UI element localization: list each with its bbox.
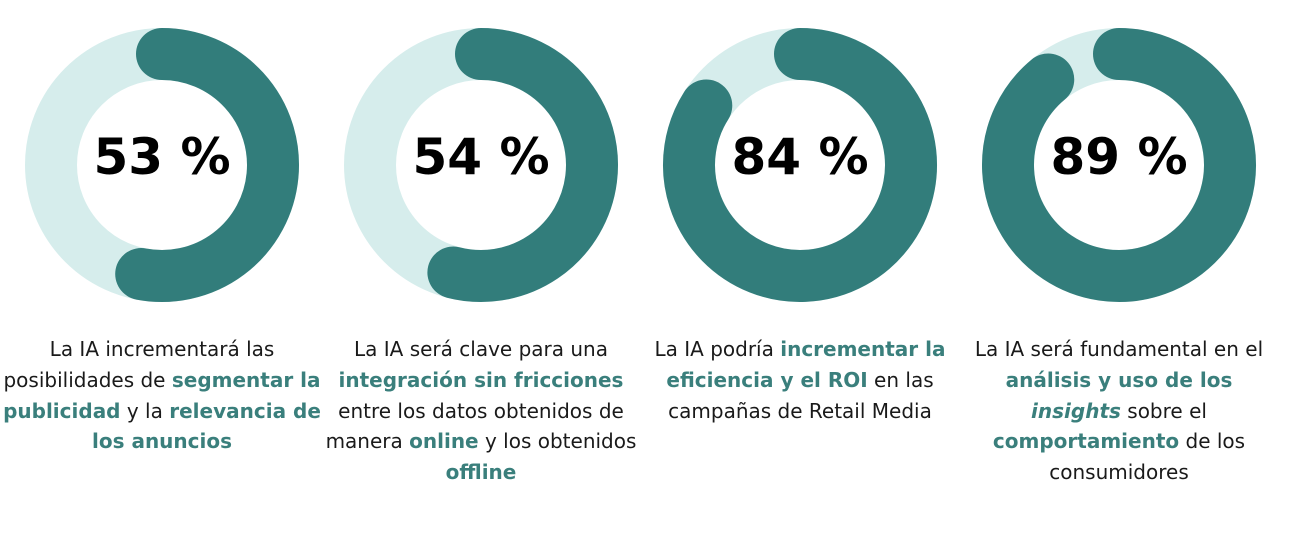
donut-svg [982,28,1256,302]
highlight-text: incrementar la eficiencia y el ROI [666,337,946,392]
stat-card-insights: 89 % La IA será fundamental en el anális… [959,0,1279,542]
caption-text: y la [120,398,170,423]
highlight-text: integración sin fricciones [338,367,624,392]
donut-svg [663,28,937,302]
donut-chart: 84 % [640,0,960,330]
donut-arc [982,28,1256,302]
donut-chart: 53 % [2,0,322,330]
donut-svg [25,28,299,302]
caption-text: La IA será clave para una [354,337,608,361]
percentage-label: 84 % [731,128,869,186]
donut-chart: 89 % [959,0,1279,330]
percentage-label: 89 % [1050,128,1188,186]
caption-text: y los obtenidos [478,429,637,454]
percentage-label: 54 % [412,128,550,186]
stat-card-efficiency: 84 % La IA podría incrementar la eficien… [640,0,960,542]
caption-text: La IA incrementará las posibilidades de [3,337,275,392]
highlight-text: insights [1031,398,1121,423]
highlight-text: análisis y uso de los [1005,367,1233,392]
stat-card-integration: 54 % La IA será clave para una integraci… [321,0,641,542]
donut-arc [427,28,618,302]
description: La IA será clave para una integración si… [321,334,641,488]
caption-text: en las campañas de Retail Media [668,367,934,423]
caption-text: entre los datos obtenidos de manera [325,398,624,454]
percentage-label: 53 % [93,128,231,186]
description: La IA será fundamental en el análisis y … [959,334,1279,488]
caption-text: La IA podría [654,337,781,361]
donut-arc [663,28,937,302]
description: La IA podría incrementar la eficiencia y… [640,334,960,426]
donut-arc [115,28,299,302]
caption-text: sobre el [1120,398,1207,423]
stat-card-segmentation: 53 % La IA incrementará las posibilidade… [2,0,322,542]
highlight-text: comportamiento [992,429,1180,454]
donut-svg [344,28,618,302]
donut-chart: 54 % [321,0,641,330]
highlight-text: segmentar la publicidad [3,367,321,423]
highlight-text: relevancia de los anuncios [91,398,321,454]
caption-text: de los consumidores [1049,429,1246,485]
highlight-text: offline [445,460,517,485]
highlight-text: online [409,429,479,454]
caption-text: La IA será fundamental en el [974,337,1264,361]
description: La IA incrementará las posibilidades de … [2,334,322,457]
